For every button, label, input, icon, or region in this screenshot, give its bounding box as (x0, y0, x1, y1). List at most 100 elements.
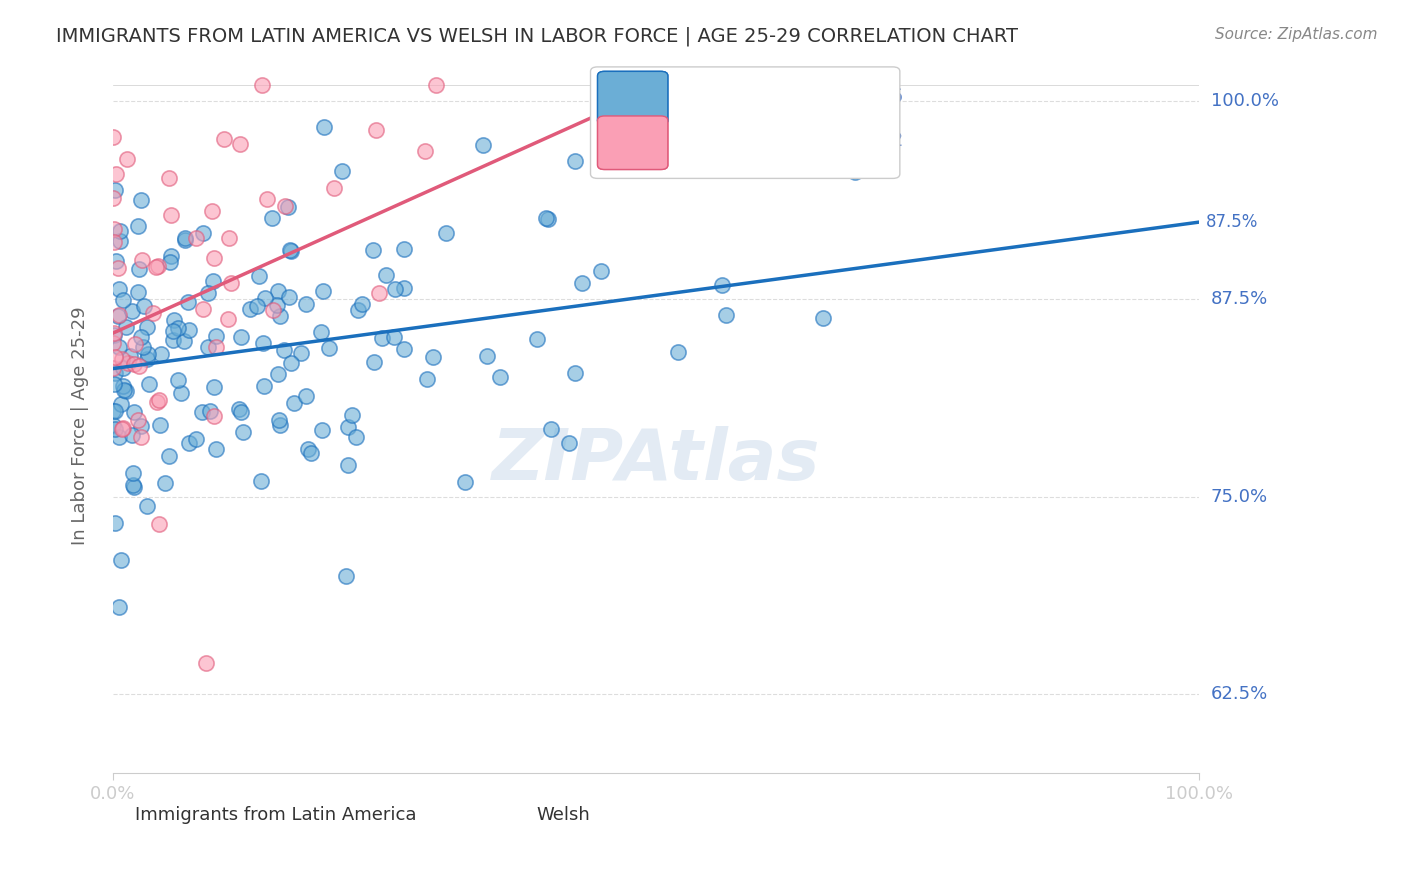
Point (337, 458, 360, 472)
Point (157, 170, 180, 185)
Point (564, 154, 586, 169)
Point (162, 324, 184, 338)
Point (114, 319, 136, 334)
Point (283, 396, 305, 410)
Point (128, 359, 150, 373)
Point (229, 136, 252, 151)
Point (273, 343, 295, 357)
Point (299, 446, 322, 460)
Point (103, 422, 125, 436)
Point (267, 412, 290, 426)
Point (136, 347, 159, 361)
Text: 100.0%: 100.0% (1211, 92, 1278, 110)
Point (111, 379, 134, 393)
Point (107, 309, 129, 323)
Point (589, 264, 612, 278)
FancyBboxPatch shape (100, 800, 131, 827)
Point (392, 242, 415, 256)
Point (382, 330, 405, 344)
Point (314, 120, 336, 134)
Point (195, 656, 218, 670)
Point (364, 123, 387, 137)
Point (256, 192, 278, 206)
Point (142, 306, 165, 320)
Point (124, 405, 146, 419)
Point (350, 297, 373, 311)
Point (309, 326, 332, 340)
Point (277, 200, 299, 214)
Point (107, 282, 129, 296)
Point (157, 449, 180, 463)
Point (131, 193, 153, 207)
Text: R = 0.226    N = 146: R = 0.226 N = 146 (668, 87, 903, 106)
Point (104, 403, 127, 417)
Point (416, 372, 439, 386)
Text: Welsh: Welsh (537, 806, 591, 824)
Point (342, 408, 364, 422)
Point (434, 226, 457, 240)
Point (146, 395, 169, 409)
Point (108, 600, 131, 615)
Point (394, 342, 416, 356)
Point (103, 335, 125, 350)
Point (136, 352, 159, 367)
Point (202, 409, 225, 423)
Text: 62.5%: 62.5% (1211, 685, 1268, 703)
Point (229, 330, 252, 344)
Point (280, 356, 302, 370)
Point (347, 302, 370, 317)
Point (197, 285, 219, 300)
Point (103, 191, 125, 205)
Point (111, 421, 134, 435)
Point (160, 208, 183, 222)
Text: Immigrants from Latin America: Immigrants from Latin America (135, 806, 416, 824)
Point (122, 357, 145, 371)
Point (571, 276, 593, 290)
Point (135, 319, 157, 334)
Point (558, 435, 581, 450)
Point (335, 568, 357, 582)
Point (253, 291, 276, 305)
Point (219, 277, 242, 291)
Point (148, 516, 170, 531)
Point (277, 290, 299, 304)
Point (312, 285, 335, 299)
Point (173, 334, 195, 348)
Point (218, 231, 240, 245)
Point (201, 203, 224, 218)
Point (204, 442, 226, 457)
Point (135, 500, 157, 514)
Point (330, 164, 353, 178)
Point (290, 345, 312, 359)
Point (101, 130, 124, 145)
Point (278, 243, 301, 257)
Point (813, 310, 835, 325)
Point (176, 294, 198, 309)
Point (191, 301, 214, 316)
Point (112, 383, 135, 397)
Point (128, 262, 150, 277)
Point (148, 392, 170, 407)
Point (280, 244, 302, 258)
Point (103, 183, 125, 197)
Point (104, 516, 127, 530)
Point (110, 224, 132, 238)
Point (131, 253, 153, 268)
Point (534, 211, 557, 226)
Point (162, 313, 184, 327)
Point (413, 145, 436, 159)
Text: 87.5%: 87.5% (1211, 290, 1268, 308)
Point (110, 553, 132, 567)
Point (107, 430, 129, 444)
Point (344, 430, 367, 444)
Point (103, 221, 125, 235)
Point (297, 442, 319, 456)
Point (103, 326, 125, 340)
Point (363, 355, 385, 369)
Point (267, 284, 290, 298)
Point (110, 352, 132, 367)
Point (197, 341, 219, 355)
Point (179, 323, 201, 337)
Point (184, 231, 207, 245)
Point (252, 379, 274, 393)
